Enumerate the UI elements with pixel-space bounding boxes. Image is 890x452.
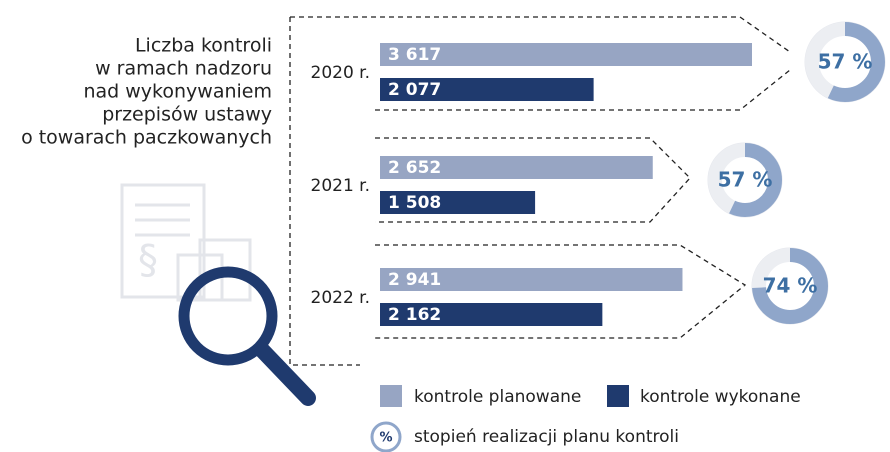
svg-text:§: §: [138, 237, 158, 283]
donut-arc: [752, 248, 828, 324]
legend-label: kontrole planowane: [414, 387, 581, 407]
percent-label: 57 %: [718, 168, 773, 192]
bar: [380, 156, 653, 179]
donut-arc: [805, 22, 885, 102]
icon-document: §: [120, 183, 252, 302]
legend-label: stopień realizacji planu kontroli: [414, 427, 679, 447]
bar: [380, 268, 683, 291]
value-label: 1 508: [388, 193, 441, 213]
value-label: 2 941: [388, 270, 441, 290]
value-label: 2 652: [388, 158, 441, 178]
bar: [380, 78, 594, 101]
title-line: o towarach paczkowanych: [21, 127, 272, 149]
value-label: 2 077: [388, 80, 441, 100]
percent-label: 74 %: [763, 274, 818, 298]
value-label: 3 617: [388, 45, 441, 65]
category-label: 2022 r.: [311, 288, 371, 308]
donut-arc: [708, 143, 782, 217]
dashed-frame: [289, 16, 791, 366]
title-line: w ramach nadzoru: [95, 58, 272, 80]
icon-magnifier: [178, 266, 316, 406]
category-label: 2020 r.: [311, 63, 371, 83]
legend-swatch: [380, 385, 402, 407]
legend-swatch: [607, 385, 629, 407]
category-label: 2021 r.: [311, 176, 371, 196]
legend-label: kontrole wykonane: [640, 387, 801, 407]
title-line: nad wykonywaniem: [83, 81, 272, 103]
title-line: Liczba kontroli: [135, 35, 272, 57]
bar: [380, 43, 752, 66]
title-line: przepisów ustawy: [102, 104, 272, 126]
percent-label: 57 %: [818, 50, 873, 74]
legend-percent-symbol: %: [379, 431, 392, 446]
legend-percent-icon: [370, 421, 402, 452]
value-label: 2 162: [388, 305, 441, 325]
bar: [380, 191, 536, 214]
bar: [380, 303, 603, 326]
